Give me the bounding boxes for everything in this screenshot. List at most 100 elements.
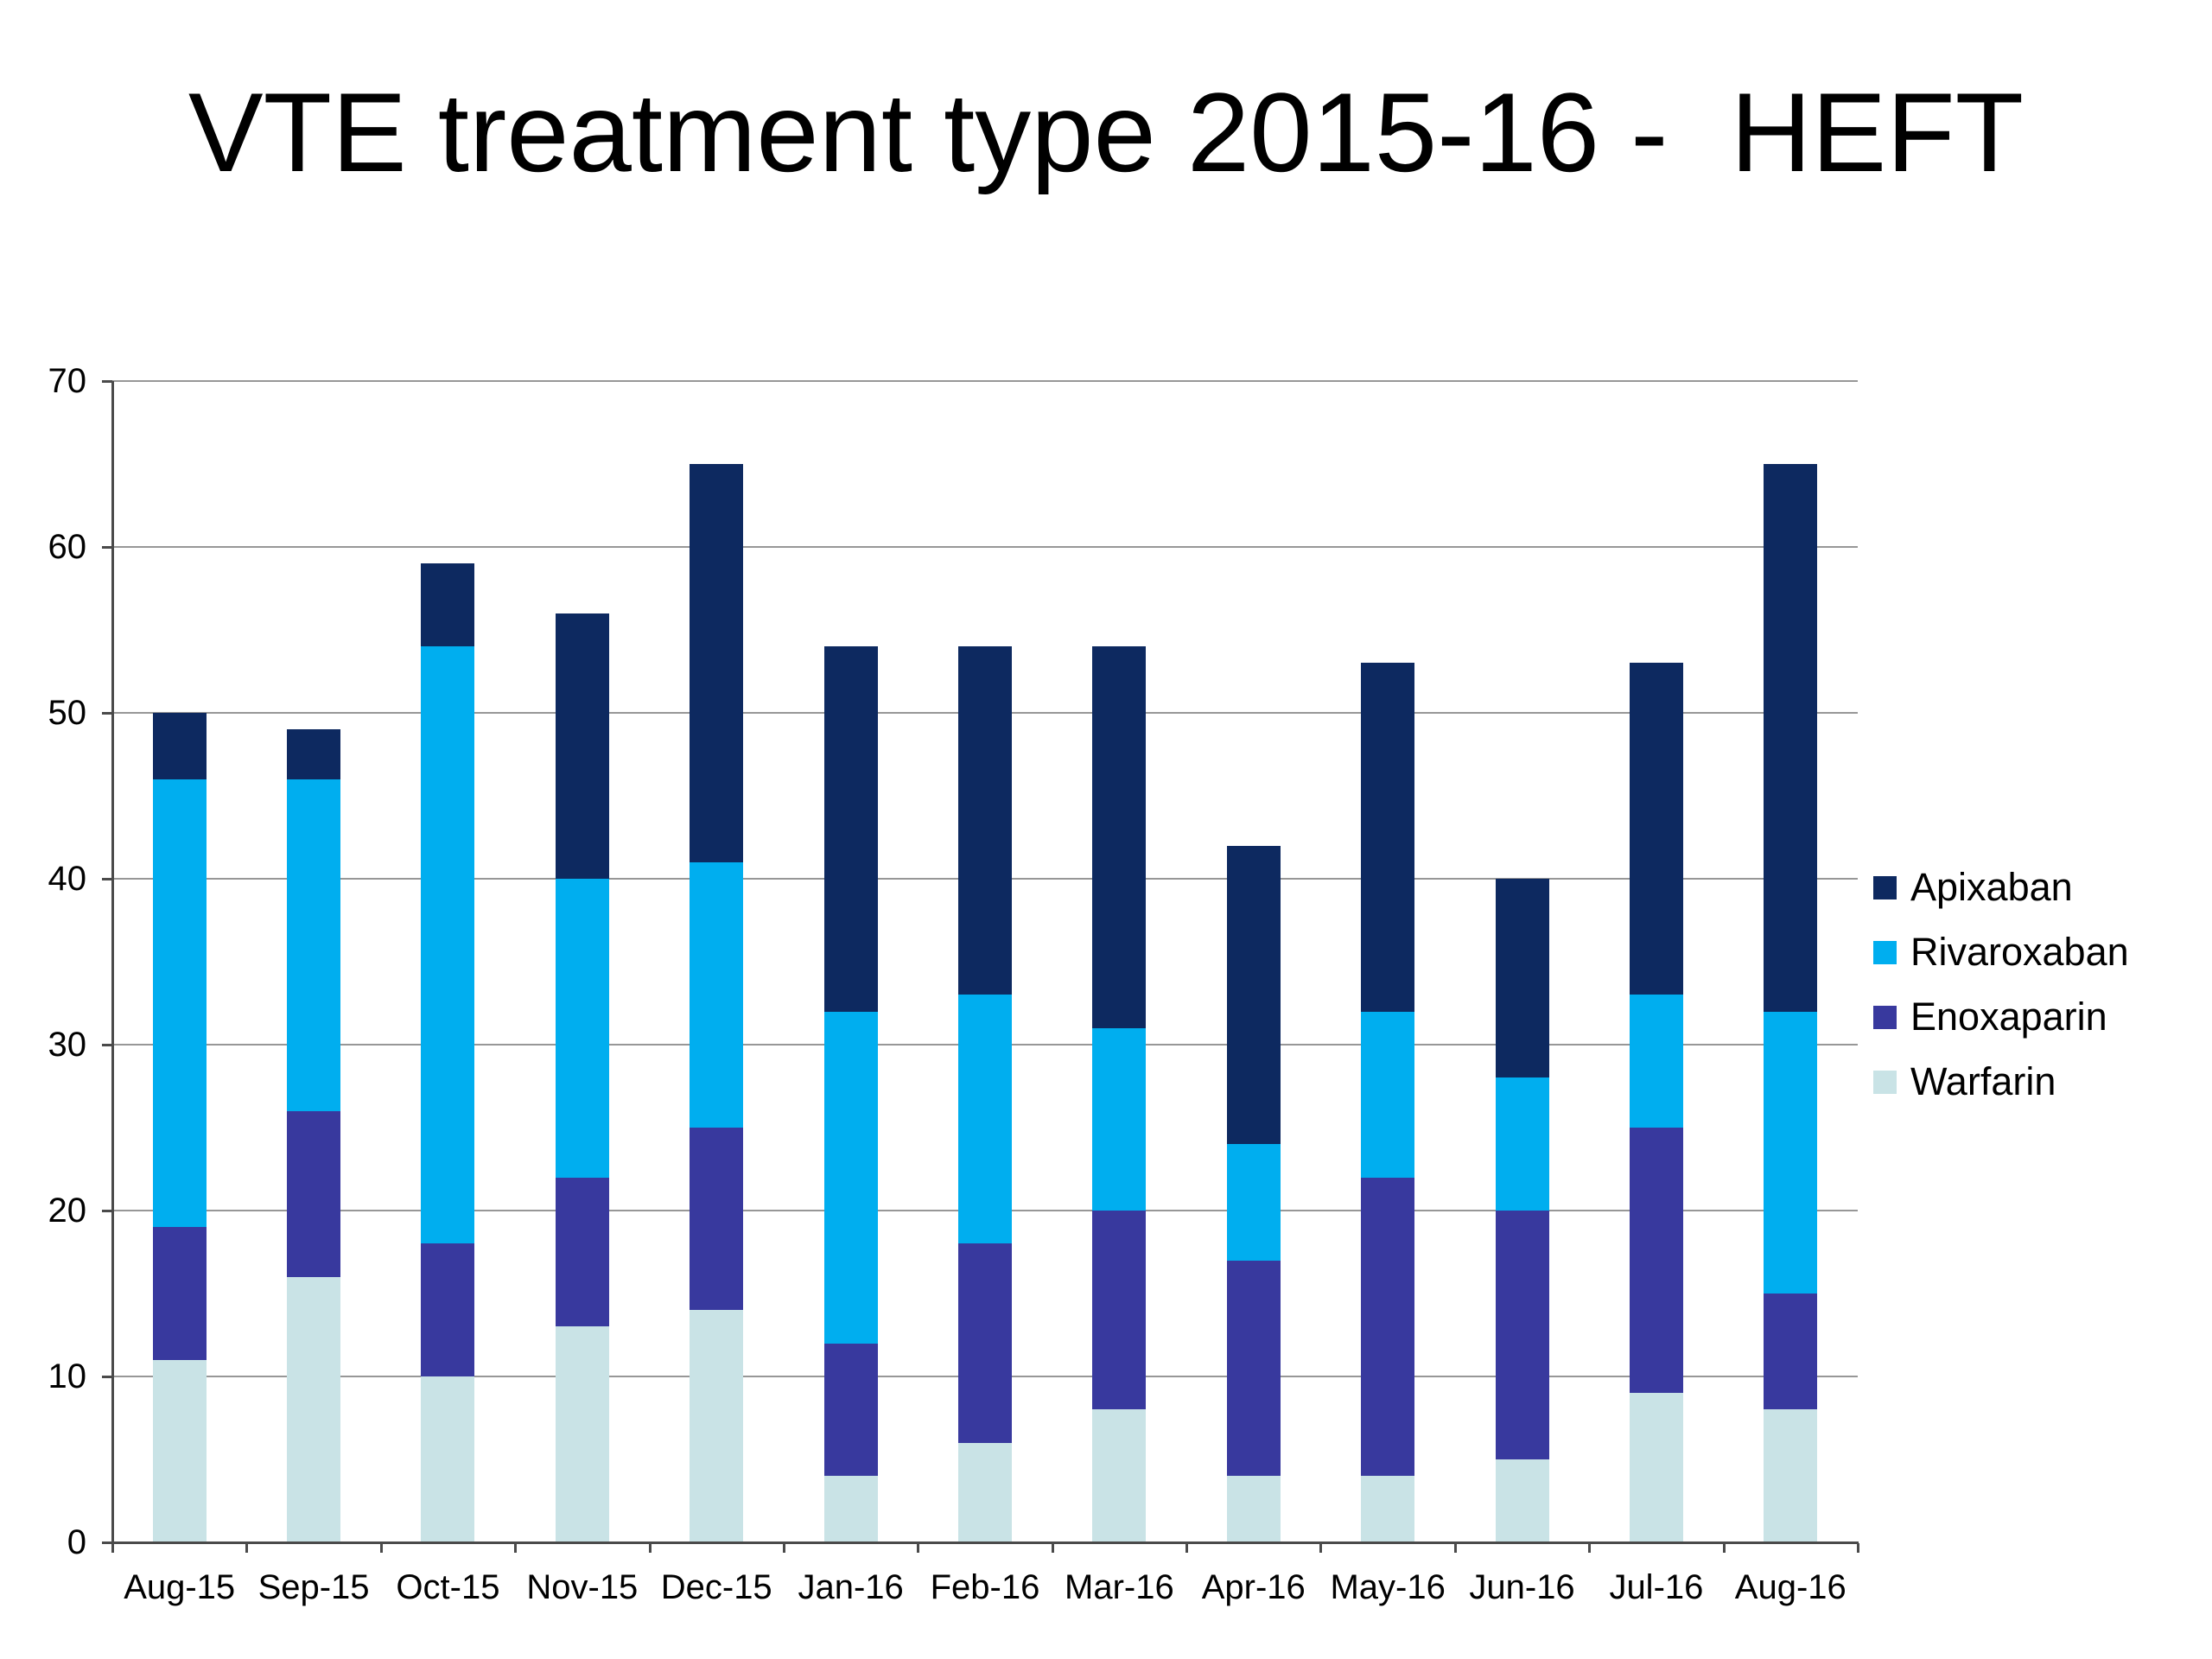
- bar-segment-apixaban: [1629, 663, 1683, 995]
- legend-item-enoxaparin: Enoxaparin: [1873, 995, 2107, 1039]
- legend-label: Warfarin: [1910, 1059, 2056, 1103]
- y-axis-tick: [102, 1044, 112, 1046]
- x-axis-tick: [111, 1543, 114, 1553]
- x-axis-label: Feb-16: [930, 1568, 1040, 1606]
- x-axis-tick: [1051, 1543, 1054, 1553]
- x-axis-label: Aug-16: [1734, 1568, 1847, 1606]
- bar-stack-dec-15: [690, 381, 744, 1542]
- bar-segment-enoxaparin: [1629, 1128, 1683, 1394]
- bar-segment-rivaroxaban: [958, 995, 1012, 1244]
- bar-stack-sep-15: [287, 381, 341, 1542]
- legend-label: Apixaban: [1910, 865, 2073, 909]
- bar-stack-mar-16: [1092, 381, 1147, 1542]
- legend-swatch-enoxaparin-icon: [1873, 1005, 1897, 1029]
- bar-segment-warfarin: [690, 1310, 744, 1542]
- x-axis-label: Jan-16: [798, 1568, 904, 1606]
- legend-item-rivaroxaban: Rivaroxaban: [1873, 931, 2129, 974]
- bar-segment-rivaroxaban: [287, 779, 341, 1111]
- x-axis-label: Sep-15: [257, 1568, 370, 1606]
- bar-segment-enoxaparin: [690, 1128, 744, 1311]
- bar-segment-enoxaparin: [421, 1243, 475, 1376]
- legend-label: Enoxaparin: [1910, 995, 2107, 1039]
- y-axis-tick: [102, 712, 112, 715]
- y-axis-tick: [102, 546, 112, 549]
- bar-segment-apixaban: [555, 613, 609, 879]
- y-axis-tick: [102, 878, 112, 880]
- x-axis-line: [111, 1541, 1859, 1544]
- bar-segment-warfarin: [152, 1359, 207, 1542]
- y-axis-label: 20: [48, 1192, 87, 1230]
- x-axis-tick: [1722, 1543, 1726, 1553]
- x-axis-label: Jun-16: [1469, 1568, 1575, 1606]
- y-axis-label: 30: [48, 1026, 87, 1064]
- x-axis-tick: [648, 1543, 652, 1553]
- legend-item-warfarin: Warfarin: [1873, 1060, 2056, 1103]
- y-axis-tick: [102, 1210, 112, 1212]
- gridline: [112, 546, 1858, 548]
- bar-stack-feb-16: [958, 381, 1012, 1542]
- x-axis-tick: [379, 1543, 383, 1553]
- bar-segment-warfarin: [421, 1376, 475, 1542]
- y-axis-label: 0: [67, 1523, 86, 1561]
- bar-segment-enoxaparin: [555, 1177, 609, 1327]
- x-axis-label: Nov-15: [526, 1568, 639, 1606]
- bar-segment-enoxaparin: [1361, 1177, 1415, 1477]
- bar-segment-warfarin: [287, 1276, 341, 1542]
- bar-segment-apixaban: [823, 646, 878, 1012]
- x-axis-label: Mar-16: [1065, 1568, 1174, 1606]
- bar-segment-enoxaparin: [287, 1110, 341, 1277]
- legend-swatch-warfarin-icon: [1873, 1070, 1897, 1094]
- bar-segment-apixaban: [1764, 464, 1818, 1012]
- y-axis-tick: [102, 1376, 112, 1378]
- bar-segment-apixaban: [1495, 879, 1549, 1078]
- x-axis-tick: [1857, 1543, 1859, 1553]
- x-axis-tick: [1185, 1543, 1189, 1553]
- bar-stack-jul-16: [1629, 381, 1683, 1542]
- y-axis-tick: [102, 1541, 112, 1544]
- bar-segment-enoxaparin: [152, 1227, 207, 1360]
- x-axis-tick: [917, 1543, 920, 1553]
- bar-segment-apixaban: [152, 713, 207, 779]
- bar-segment-rivaroxaban: [1495, 1077, 1549, 1211]
- bar-segment-warfarin: [958, 1442, 1012, 1542]
- bar-segment-rivaroxaban: [152, 779, 207, 1228]
- bar-segment-apixaban: [287, 729, 341, 779]
- y-axis-tick: [102, 380, 112, 383]
- bar-segment-enoxaparin: [958, 1243, 1012, 1443]
- bar-segment-apixaban: [690, 464, 744, 862]
- bar-stack-oct-15: [421, 381, 475, 1542]
- x-axis-tick: [1319, 1543, 1323, 1553]
- legend-label: Rivaroxaban: [1910, 930, 2129, 974]
- x-axis-label: Jul-16: [1609, 1568, 1704, 1606]
- bar-segment-warfarin: [1361, 1476, 1415, 1542]
- bar-segment-warfarin: [1629, 1393, 1683, 1542]
- y-axis-label: 40: [48, 860, 87, 898]
- bar-stack-aug-16: [1764, 381, 1818, 1542]
- bar-segment-warfarin: [1226, 1476, 1281, 1542]
- bar-segment-warfarin: [1495, 1459, 1549, 1542]
- bar-segment-rivaroxaban: [421, 646, 475, 1244]
- y-axis-line: [111, 381, 114, 1552]
- legend-swatch-rivaroxaban-icon: [1873, 940, 1897, 964]
- x-axis-tick: [514, 1543, 518, 1553]
- bar-stack-nov-15: [555, 381, 609, 1542]
- legend-swatch-apixaban-icon: [1873, 875, 1897, 899]
- bar-stack-jun-16: [1495, 381, 1549, 1542]
- bar-segment-enoxaparin: [1226, 1260, 1281, 1477]
- bar-segment-rivaroxaban: [1226, 1144, 1281, 1261]
- bar-stack-jan-16: [823, 381, 878, 1542]
- bar-segment-apixaban: [1361, 663, 1415, 1012]
- bar-segment-apixaban: [958, 646, 1012, 995]
- bar-segment-rivaroxaban: [823, 1011, 878, 1344]
- bar-segment-warfarin: [555, 1326, 609, 1542]
- y-axis-label: 70: [48, 362, 87, 400]
- chart-title: VTE treatment type 2015-16 - HEFT: [188, 69, 2024, 195]
- bar-segment-apixaban: [421, 563, 475, 647]
- bar-segment-apixaban: [1092, 646, 1147, 1028]
- bar-segment-rivaroxaban: [1361, 1011, 1415, 1178]
- bar-stack-aug-15: [152, 381, 207, 1542]
- x-axis-tick: [1453, 1543, 1457, 1553]
- bar-segment-apixaban: [1226, 845, 1281, 1145]
- gridline: [112, 380, 1858, 382]
